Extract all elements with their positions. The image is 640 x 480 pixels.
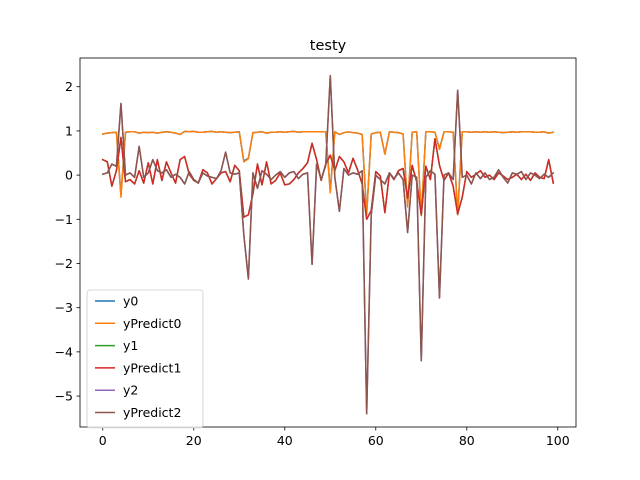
series-layer [101, 74, 555, 415]
legend-label-yPredict2: yPredict2 [123, 405, 181, 420]
y-tick-label: 2 [65, 79, 73, 94]
x-tick-label: 20 [186, 433, 202, 448]
y-tick-label: −1 [55, 212, 73, 227]
y-tick-label: 1 [65, 123, 73, 138]
x-tick-label: 0 [99, 433, 107, 448]
x-tick-label: 60 [368, 433, 384, 448]
series-line-yPredict1 [101, 136, 555, 221]
y-tick-label: −2 [55, 256, 73, 271]
x-tick-label: 40 [277, 433, 293, 448]
axes-frame [79, 57, 577, 428]
legend-label-y1: y1 [123, 338, 138, 353]
y-tick-label: −3 [55, 300, 73, 315]
legend-label-y0: y0 [123, 294, 138, 309]
series-line-yPredict2 [101, 74, 555, 415]
legend-frame [86, 289, 204, 429]
y-tick-label: −5 [55, 389, 73, 404]
legend-label-yPredict0: yPredict0 [123, 316, 181, 331]
x-tick-label: 100 [546, 433, 570, 448]
legend: y0 yPredict0 y1 yPredict1 y2 yPredict2 [86, 289, 204, 429]
series-line-yPredict0 [101, 130, 555, 217]
chart-title: testy [310, 38, 347, 54]
x-axis: 0 20 40 60 80 100 [99, 427, 570, 448]
y-tick-label: 0 [65, 168, 73, 183]
y-axis: −5 −4 −3 −2 −1 0 1 2 [55, 79, 80, 404]
y-tick-label: −4 [55, 344, 73, 359]
x-tick-label: 80 [459, 433, 475, 448]
legend-label-y2: y2 [123, 383, 138, 398]
legend-label-yPredict1: yPredict1 [123, 360, 181, 375]
